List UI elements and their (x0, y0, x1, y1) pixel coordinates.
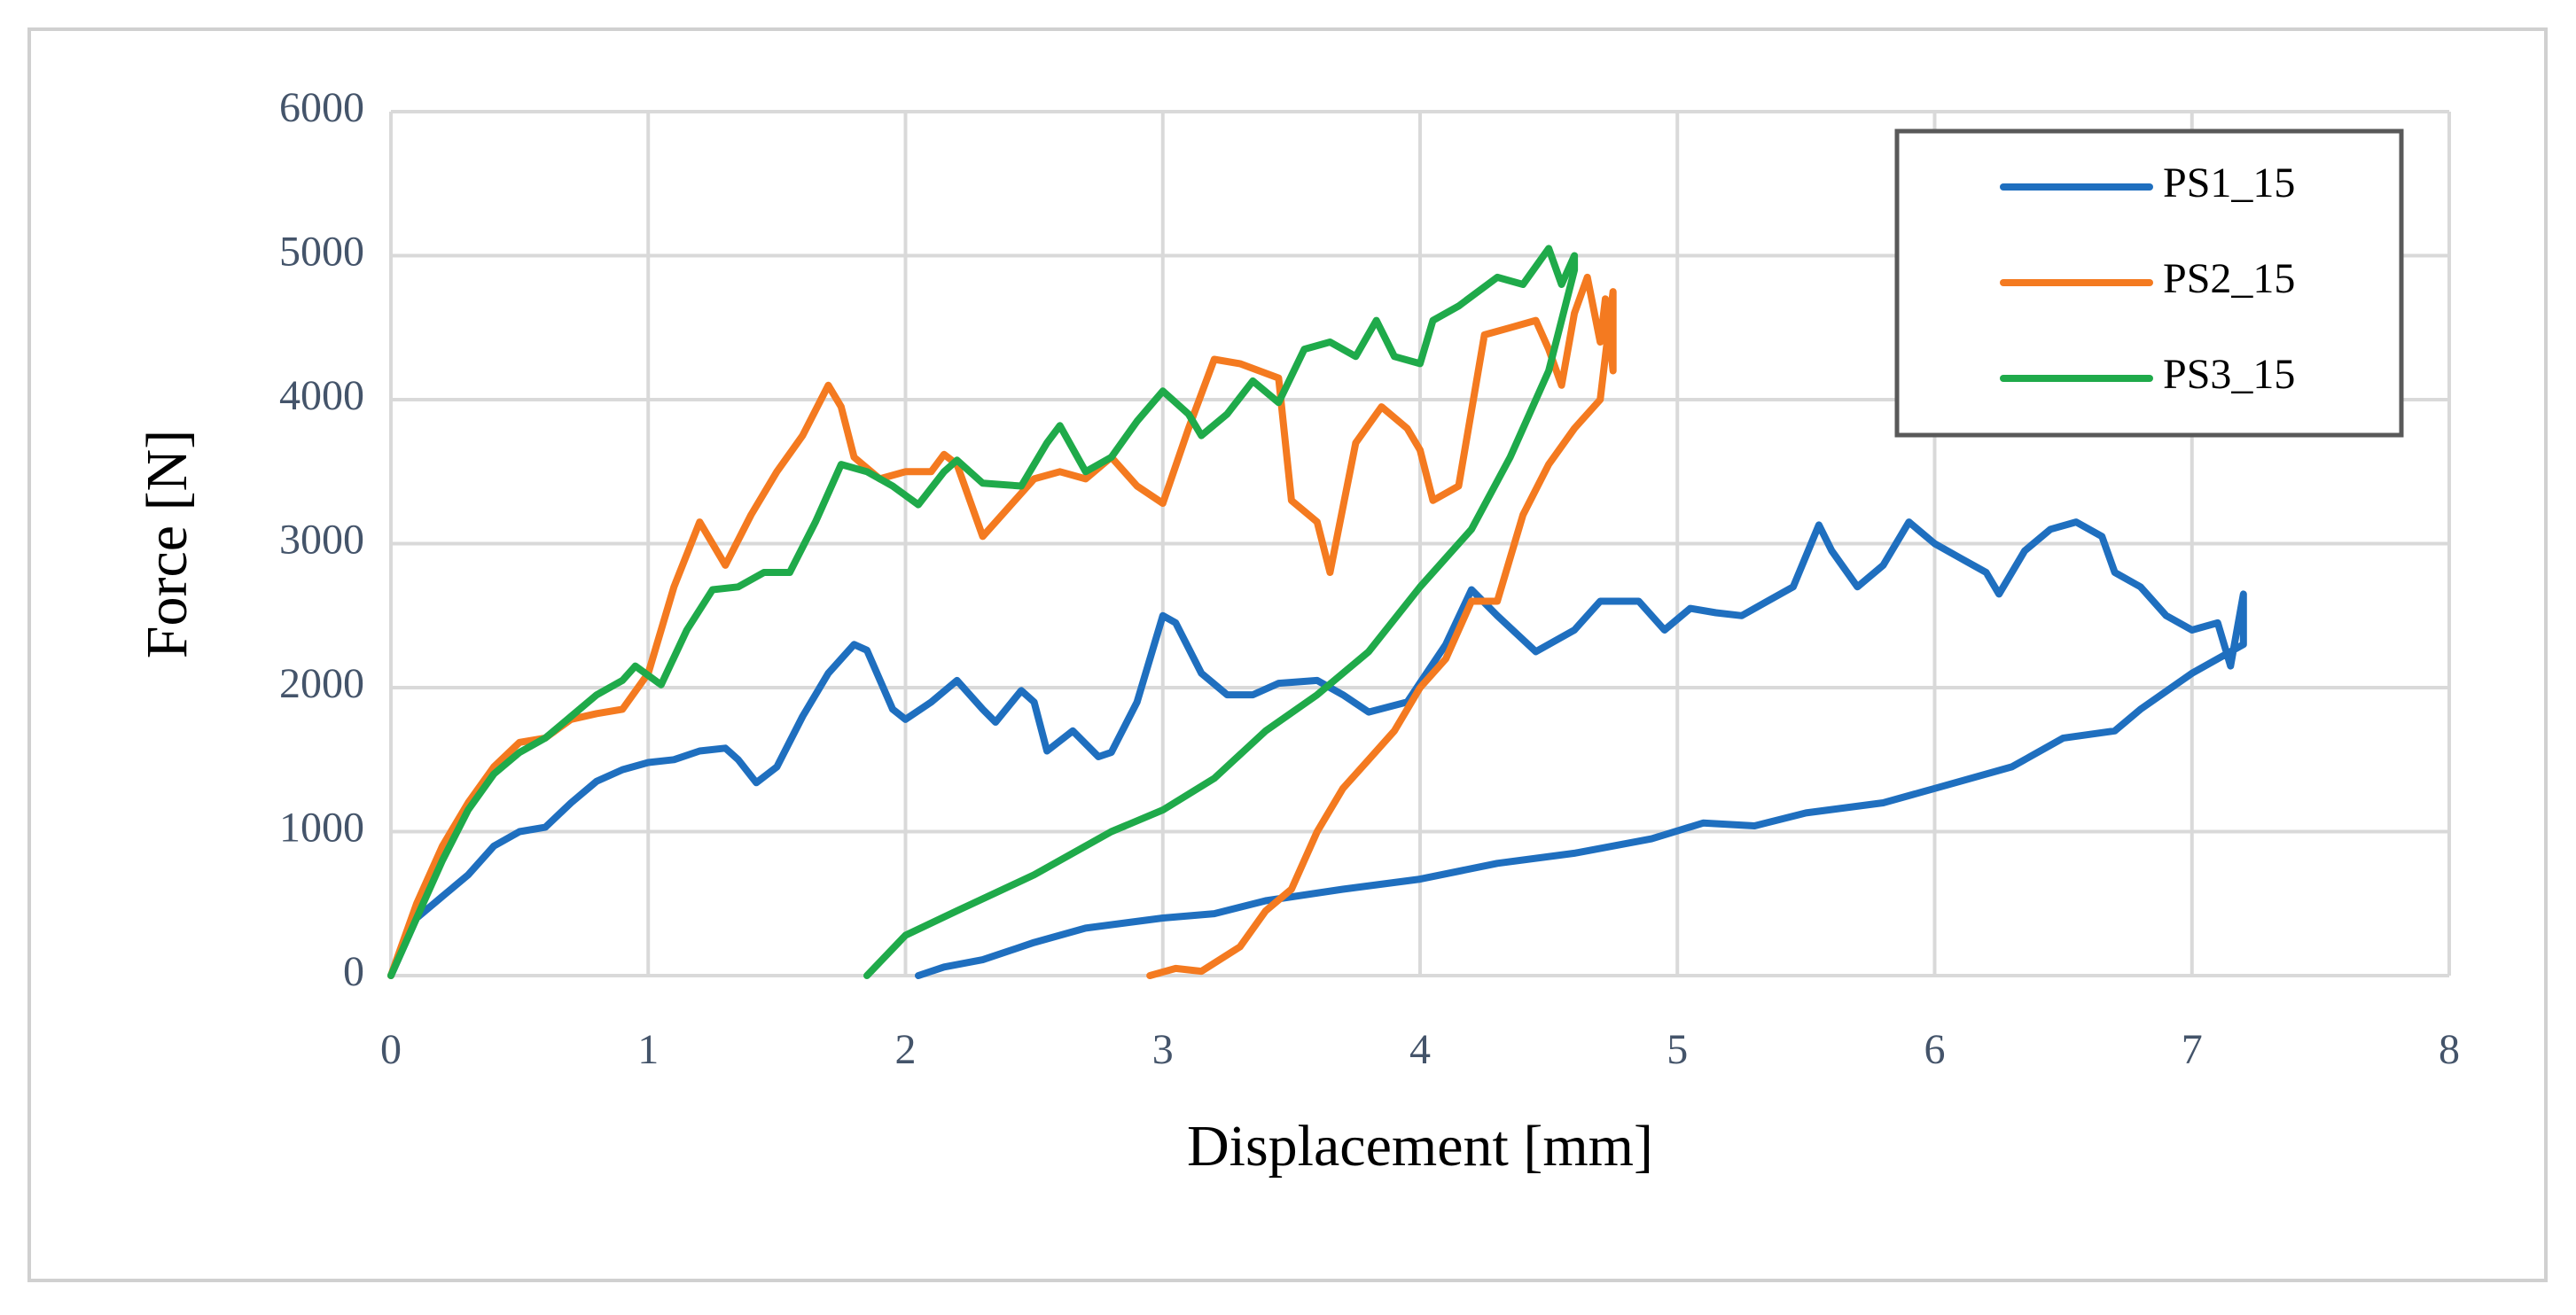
x-tick-label: 3 (1152, 1026, 1174, 1073)
y-tick-label: 3000 (279, 517, 364, 564)
legend-label: PS1_15 (2163, 160, 2295, 206)
legend-label: PS3_15 (2163, 351, 2295, 398)
legend-label: PS2_15 (2163, 255, 2295, 302)
y-tick-label: 4000 (279, 372, 364, 419)
y-tick-label: 0 (343, 948, 364, 995)
y-tick-label: 6000 (279, 84, 364, 131)
data-line (387, 245, 1579, 979)
data-line (387, 518, 2247, 979)
x-tick-label: 1 (637, 1026, 659, 1073)
data-line (387, 273, 1617, 979)
legend: PS1_15 PS2_15 PS3_15 (1894, 128, 2404, 438)
y-tick-label: 1000 (279, 805, 364, 852)
y-tick-label: 5000 (279, 229, 364, 276)
x-tick-label: 0 (380, 1026, 402, 1073)
x-tick-label: 8 (2439, 1026, 2460, 1073)
x-tick-label: 4 (1409, 1026, 1431, 1073)
y-tick-label: 2000 (279, 660, 364, 707)
x-tick-label: 7 (2182, 1026, 2203, 1073)
x-axis-title: Displacement [mm] (1187, 1114, 1653, 1179)
x-tick-label: 2 (895, 1026, 917, 1073)
x-tick-label: 6 (1924, 1026, 1946, 1073)
x-tick-label: 5 (1667, 1026, 1688, 1073)
y-axis-title: Force [N] (135, 430, 199, 658)
